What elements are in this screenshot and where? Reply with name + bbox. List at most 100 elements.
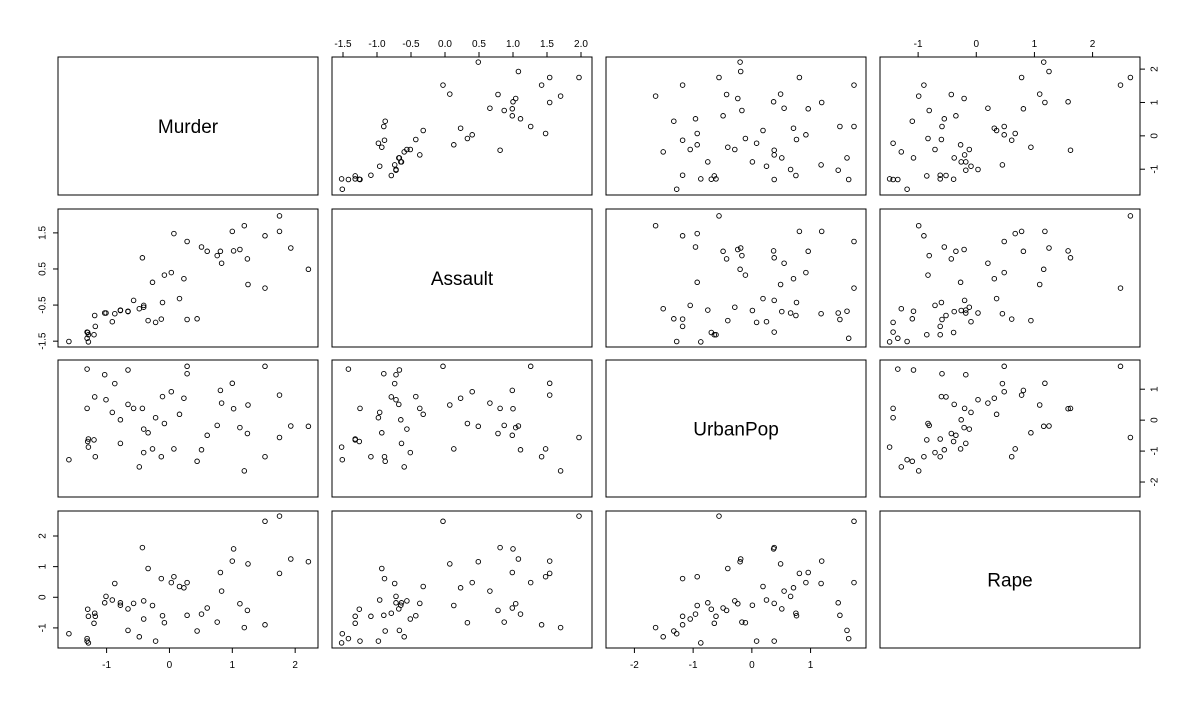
data-point — [951, 155, 957, 161]
data-point — [501, 422, 507, 429]
data-point — [510, 546, 516, 552]
data-point — [420, 583, 426, 590]
data-point — [771, 600, 777, 607]
data-point — [723, 256, 730, 262]
data-point — [376, 409, 383, 416]
data-point — [1042, 99, 1048, 106]
panel-frame — [879, 359, 1141, 498]
data-point — [711, 620, 718, 627]
data-point — [938, 393, 945, 400]
data-point — [66, 630, 72, 637]
panel-assault-vs-assault: Assault — [331, 208, 593, 348]
data-point — [125, 606, 131, 612]
data-point — [796, 570, 803, 577]
data-point — [845, 176, 852, 183]
data-point — [85, 339, 92, 345]
data-point — [229, 380, 236, 387]
data-point — [352, 437, 358, 443]
data-point — [1065, 99, 1071, 105]
data-point — [218, 588, 225, 594]
data-point — [921, 453, 927, 460]
data-point — [305, 423, 312, 430]
panel-frame — [331, 208, 593, 348]
data-point — [204, 605, 210, 611]
data-point — [181, 275, 187, 282]
panel-frame — [605, 56, 867, 196]
data-point — [92, 613, 99, 620]
y-axis-right-murder: -1 0 1 2 — [1139, 66, 1161, 174]
data-point — [407, 616, 414, 622]
data-point — [713, 331, 719, 338]
data-point — [140, 616, 147, 622]
data-point — [487, 588, 493, 594]
data-point — [991, 275, 998, 282]
data-point — [851, 285, 857, 291]
data-point — [771, 638, 777, 644]
panel-rape-vs-murder — [57, 510, 319, 649]
tick-label: -1.0 — [368, 39, 386, 50]
data-point — [379, 430, 385, 436]
panel-murder-vs-rape — [879, 56, 1141, 196]
data-point — [687, 616, 693, 622]
data-point — [413, 393, 419, 400]
data-point — [898, 464, 905, 470]
data-point — [781, 588, 787, 594]
data-point — [910, 155, 917, 161]
data-point — [749, 602, 756, 608]
data-point — [495, 91, 501, 98]
data-point — [576, 513, 582, 519]
data-point — [737, 266, 743, 273]
data-point — [517, 447, 524, 453]
data-point — [937, 453, 943, 460]
data-point — [546, 99, 553, 106]
data-point — [943, 394, 949, 400]
data-point — [924, 173, 930, 179]
data-point — [771, 147, 777, 153]
data-point — [963, 310, 969, 316]
data-point — [345, 176, 352, 183]
data-point — [388, 172, 395, 179]
data-point — [890, 176, 896, 183]
data-point — [276, 434, 283, 441]
data-point — [898, 149, 905, 155]
data-point — [229, 228, 236, 235]
data-point — [961, 246, 967, 253]
data-point — [161, 420, 168, 427]
data-point — [91, 312, 98, 319]
data-point — [844, 308, 850, 314]
data-point — [953, 113, 959, 119]
data-point — [999, 310, 1006, 317]
data-point — [84, 405, 90, 412]
data-point — [725, 317, 731, 324]
data-point — [214, 422, 220, 429]
data-point — [381, 453, 388, 460]
data-point — [338, 444, 345, 450]
data-point — [1065, 248, 1071, 254]
panel-urbanpop-vs-urbanpop: UrbanPop — [605, 359, 867, 498]
data-point — [339, 456, 346, 463]
data-point — [404, 426, 410, 432]
tick-label: -1.5 — [334, 39, 352, 50]
data-point — [501, 619, 507, 625]
data-point — [217, 248, 224, 255]
data-point — [679, 622, 686, 628]
data-point — [958, 417, 964, 423]
data-point — [176, 295, 183, 302]
panel-frame — [605, 208, 867, 348]
data-point — [737, 68, 744, 75]
data-point — [538, 622, 545, 628]
tick-label: 0 — [1150, 417, 1161, 423]
data-point — [851, 579, 857, 586]
data-point — [1001, 363, 1007, 370]
data-point — [198, 611, 205, 617]
data-point — [723, 91, 730, 98]
data-point — [725, 144, 731, 150]
data-point — [368, 453, 374, 460]
data-point — [464, 420, 471, 427]
data-point — [91, 437, 97, 443]
data-point — [760, 127, 766, 134]
data-point — [497, 544, 503, 551]
data-point — [109, 597, 116, 603]
data-point — [413, 612, 419, 619]
data-point — [708, 606, 715, 612]
